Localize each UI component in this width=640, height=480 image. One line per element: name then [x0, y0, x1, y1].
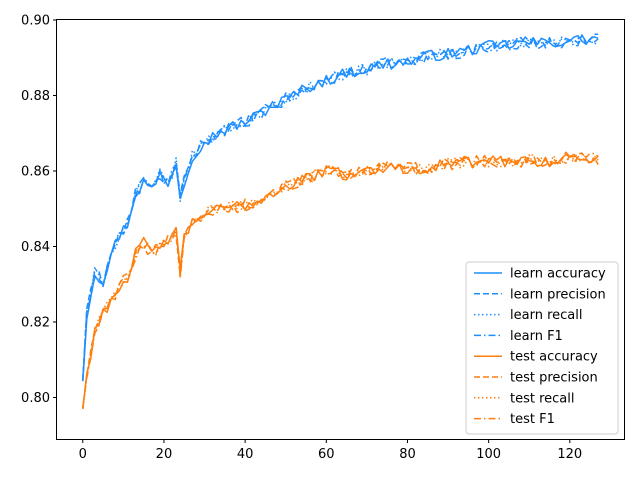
legend-label: test precision [510, 371, 598, 386]
legend-label: learn precision [510, 287, 606, 302]
y-tick-label: 0.88 [21, 89, 50, 104]
y-tick-label: 0.86 [21, 164, 50, 179]
x-axis: 0 20 40 60 80 100 120 [79, 439, 582, 462]
y-tick-label: 0.80 [21, 391, 50, 406]
y-axis: 0.80 0.82 0.84 0.86 0.88 0.90 [21, 14, 57, 406]
series-line-test-accuracy [82, 153, 599, 410]
legend: learn accuracy learn precision learn recal… [465, 261, 619, 435]
plot-frame [56, 19, 625, 440]
x-tick-label: 60 [318, 447, 335, 462]
y-tick-label: 0.90 [21, 14, 50, 29]
plot-area [82, 33, 599, 410]
legend-label: learn accuracy [510, 267, 606, 282]
legend-label: test accuracy [510, 350, 598, 365]
x-tick-label: 20 [156, 447, 173, 462]
series-line-learn-precision [82, 33, 599, 381]
series-line-test-recall [82, 154, 599, 408]
y-tick-label: 0.82 [21, 315, 50, 330]
y-tick-label: 0.84 [21, 240, 50, 255]
x-tick-label: 100 [476, 447, 501, 462]
series-line-test-precision [82, 151, 599, 409]
legend-label: learn F1 [510, 329, 563, 344]
legend-label: test F1 [510, 412, 555, 427]
legend-box [465, 261, 619, 435]
x-tick-label: 120 [557, 447, 582, 462]
legend-label: test recall [510, 391, 575, 406]
x-tick-label: 40 [237, 447, 254, 462]
legend-label: learn recall [510, 308, 582, 323]
series-line-learn-f1 [82, 34, 599, 380]
x-tick-label: 0 [79, 447, 87, 462]
x-tick-label: 80 [399, 447, 416, 462]
